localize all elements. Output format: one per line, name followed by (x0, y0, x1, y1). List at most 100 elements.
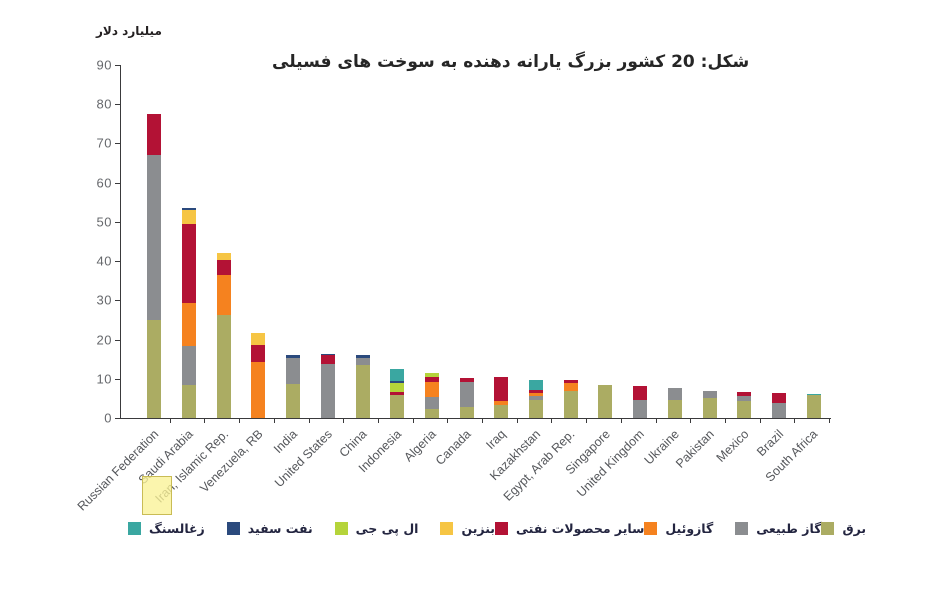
bar-segment-diesel (529, 392, 544, 396)
legend-label-other-petroleum-products: سایر محصولات نفتی (516, 521, 645, 536)
bar-segment-diesel (494, 400, 509, 406)
bar-segment-coal (806, 393, 821, 396)
bar-segment-kerosene (355, 355, 370, 358)
x-tick-mark (204, 419, 206, 423)
legend-label-coal: زغالسنگ (149, 521, 205, 536)
x-tick-mark (273, 419, 275, 423)
x-tick-mark (239, 419, 241, 423)
legend-entry-natural-gas: گاز طبیعی (735, 521, 821, 536)
y-tick-label-90: 90 (96, 57, 112, 73)
bar-slot-7 (345, 65, 380, 418)
gasoline-legend-swatch (440, 522, 454, 535)
y-tick-mark (115, 418, 120, 419)
bar-segment-other-petroleum-products (459, 377, 474, 382)
bar-segment-electricity (737, 400, 752, 418)
y-tick-label-80: 80 (96, 96, 112, 112)
bar-slot-10 (449, 65, 484, 418)
bar-segment-natural-gas (355, 357, 370, 365)
bar-slot-19 (762, 65, 797, 418)
stacked-bar-united-states (320, 353, 335, 418)
bar-segment-electricity (216, 314, 231, 418)
bar-segment-electricity (667, 400, 682, 418)
x-tick-mark (655, 419, 657, 423)
y-tick-mark (115, 104, 120, 106)
x-tick-mark (724, 419, 726, 423)
y-tick-label-20: 20 (96, 332, 112, 348)
bar-segment-other-petroleum-products (563, 380, 578, 384)
stacked-bar-saudi-arabia (182, 207, 197, 418)
stacked-bar-south-africa (806, 393, 821, 418)
stacked-bar-iran-islamic-rep- (216, 253, 231, 418)
bar-segment-other-petroleum-products (633, 385, 648, 401)
bar-slot-1 (137, 65, 172, 418)
bar-segment-other-petroleum-products (182, 223, 197, 304)
bar-slot-3 (206, 65, 241, 418)
x-tick-mark (551, 419, 553, 423)
x-axis-labels: Russian Federation Saudi Arabia Iran, Isla… (75, 424, 830, 534)
natural-gas-legend-swatch (735, 522, 749, 535)
stacked-bar-ukraine (667, 387, 682, 418)
bar-segment-other-petroleum-products (147, 113, 162, 155)
bar-slot-6 (311, 65, 346, 418)
y-tick-mark (115, 339, 120, 341)
legend-entry-coal: زغالسنگ (128, 521, 205, 536)
legend-label-kerosene: نفت سفید (247, 521, 313, 536)
stacked-bar-russian-federation (147, 113, 162, 418)
legend-entry-diesel: گازوئیل (644, 521, 713, 536)
x-tick-mark (586, 419, 588, 423)
stacked-bar-united-kingdom (633, 385, 648, 418)
bar-segment-kerosene (320, 353, 335, 356)
x-label-venezuela-rb: Venezuela, RB (197, 427, 266, 496)
bar-segment-natural-gas (320, 363, 335, 418)
bar-segment-electricity (390, 394, 405, 418)
bar-segment-gasoline (251, 333, 266, 345)
bar-segment-other-petroleum-products (216, 259, 231, 275)
bar-segment-natural-gas (633, 400, 648, 418)
bar-segment-other-petroleum-products (737, 391, 752, 396)
bar-segment-diesel (216, 274, 231, 315)
bar-segment-natural-gas (772, 403, 786, 418)
bar-slot-12 (519, 65, 554, 418)
y-tick-mark (115, 182, 120, 184)
kerosene-legend-swatch (226, 522, 240, 535)
bar-segment-electricity (563, 390, 578, 418)
bar-slot-20 (796, 65, 831, 418)
stacked-bar-mexico (737, 391, 752, 418)
stacked-bar-egypt-arab-rep- (563, 380, 578, 418)
x-tick-mark (482, 419, 483, 423)
x-label-iraq: Iraq (483, 427, 509, 453)
x-tick-mark (759, 419, 761, 423)
bar-segment-natural-gas (667, 387, 682, 400)
bar-segment-electricity (182, 384, 197, 418)
bar-segment-natural-gas (286, 358, 301, 384)
y-tick-mark (115, 65, 120, 66)
bar-segment-electricity (355, 364, 370, 418)
x-tick-mark (308, 419, 310, 423)
bar-segment-other-petroleum-products (494, 376, 509, 401)
bar-slot-16 (658, 65, 693, 418)
x-label-canada: Canada (432, 427, 474, 468)
stacked-bar-china (355, 355, 370, 418)
bar-segment-lpg (424, 373, 439, 378)
bar-segment-natural-gas (182, 345, 197, 385)
legend-entry-other-petroleum-products: سایر محصولات نفتی (495, 521, 644, 536)
iran-label-highlight-box (142, 476, 172, 515)
bar-segment-other-petroleum-products (320, 355, 335, 364)
x-tick-mark (343, 419, 345, 423)
bar-segment-kerosene (286, 354, 301, 359)
bar-slot-2 (172, 65, 207, 418)
bar-segment-other-petroleum-products (390, 391, 405, 395)
bar-segment-electricity (529, 399, 544, 418)
bar-segment-kerosene (390, 381, 405, 383)
bar-segment-coal (390, 369, 405, 382)
y-tick-label-70: 70 (96, 135, 112, 151)
bar-segment-diesel (251, 361, 266, 418)
x-label-mexico: Mexico (713, 427, 752, 465)
bars (137, 65, 831, 418)
stacked-bar-india (286, 354, 301, 418)
bar-slot-14 (588, 65, 623, 418)
bar-segment-electricity (598, 384, 613, 418)
stacked-bar-venezuela-rb (251, 333, 266, 418)
bar-slot-11 (484, 65, 519, 418)
x-tick-mark (690, 419, 692, 423)
